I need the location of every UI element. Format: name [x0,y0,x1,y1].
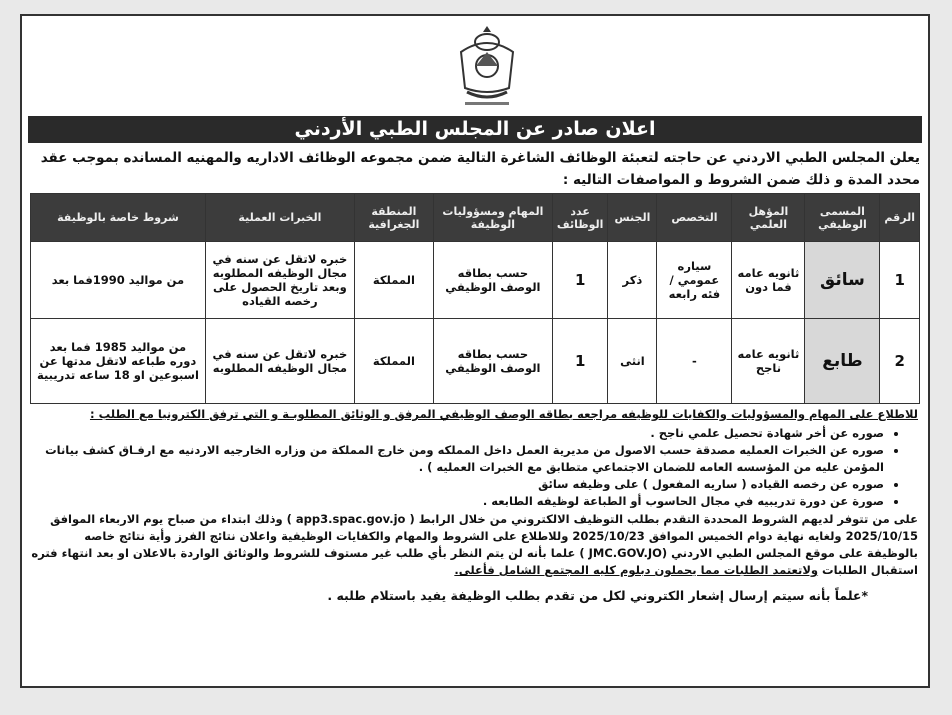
table-row: 1 سائق ثانويه عامه فما دون سياره عمومي /… [30,241,920,319]
list-item: صوره عن الخبرات العمليه مصدقة حسب الاصول… [30,442,884,476]
jobs-table: الرقم المسمى الوظيفي المؤهل العلمي التخص… [30,193,920,404]
col-number: الرقم [879,193,920,242]
col-duties: المهام ومسؤوليات الوظيفة [432,193,553,242]
cell-number: 2 [879,318,920,404]
cell-experience: خبره لاتقل عن سنه في مجال الوظيفه المطلو… [204,318,355,404]
notes-section: للاطلاع على المهام والمسؤوليات والكفايات… [30,406,918,604]
cell-duties: حسب بطاقه الوصف الوظيفي [432,241,553,319]
cell-specialty: - [656,318,733,404]
cell-region: المملكة [353,318,434,404]
col-special-conditions: شروط خاصة بالوظيفة [30,193,206,242]
cell-specialty: سياره عمومي / فئه رابعه [656,241,733,319]
ad-title: اعلان صادر عن المجلس الطبي الأردني [28,116,922,143]
cell-experience: خبره لاتقل عن سنه في مجال الوظيفه المطلو… [204,241,355,319]
application-text: على من تتوفر لديهم الشروط المحددة التقدم… [31,512,918,577]
col-specialty: التخصص [656,193,733,242]
cell-count: 1 [551,318,609,404]
cell-qualification: ثانويه عامه ناجح [731,318,806,404]
diploma-note: ولاتعتمد الطلبات مما يحملون دبلوم كليه ا… [454,563,819,577]
table-row: 2 طابع ثانويه عامه ناجح - انثى 1 حسب بطا… [30,318,920,404]
cell-count: 1 [551,241,609,319]
cell-duties: حسب بطاقه الوصف الوظيفي [432,318,553,404]
list-item: صوره عن رخصه القياده ( ساريه المفعول ) ع… [30,476,884,493]
application-instructions: على من تتوفر لديهم الشروط المحددة التقدم… [30,511,918,579]
table-header-row: الرقم المسمى الوظيفي المؤهل العلمي التخص… [30,193,920,242]
cell-job-title: طابع [804,318,881,404]
list-item: صورة عن دورة تدريبيه في مجال الحاسوب أو … [30,493,884,510]
col-region: المنطقة الجغرافية [353,193,434,242]
cell-job-title: سائق [804,241,881,319]
job-advertisement: اعلان صادر عن المجلس الطبي الأردني يعلن … [20,14,930,688]
cell-qualification: ثانويه عامه فما دون [731,241,806,319]
col-qualification: المؤهل العلمي [731,193,806,242]
col-experience: الخبرات العملية [204,193,355,242]
cell-special-conditions: من مواليد 1985 فما بعد دوره طباعه لاتقل … [30,318,206,404]
confirmation-note: *علماً بأنه سيتم إرسال إشعار الكتروني لك… [327,588,868,603]
documents-heading: للاطلاع على المهام والمسؤوليات والكفايات… [89,407,918,421]
col-count: عدد الوظائف [551,193,609,242]
documents-list: صوره عن أخر شهادة تحصيل علمي ناجح . صوره… [30,425,900,510]
jordan-coat-of-arms-icon [459,26,515,105]
intro-text: يعلن المجلس الطبي الاردني عن حاجته لتعبئ… [40,150,920,188]
cell-special-conditions: من مواليد 1990فما بعد [30,241,206,319]
cell-gender: ذكر [607,241,658,319]
col-gender: الجنس [607,193,658,242]
cell-number: 1 [879,241,920,319]
cell-region: المملكة [353,241,434,319]
cell-gender: انثى [607,318,658,404]
col-job-title: المسمى الوظيفي [804,193,881,242]
list-item: صوره عن أخر شهادة تحصيل علمي ناجح . [30,425,884,442]
